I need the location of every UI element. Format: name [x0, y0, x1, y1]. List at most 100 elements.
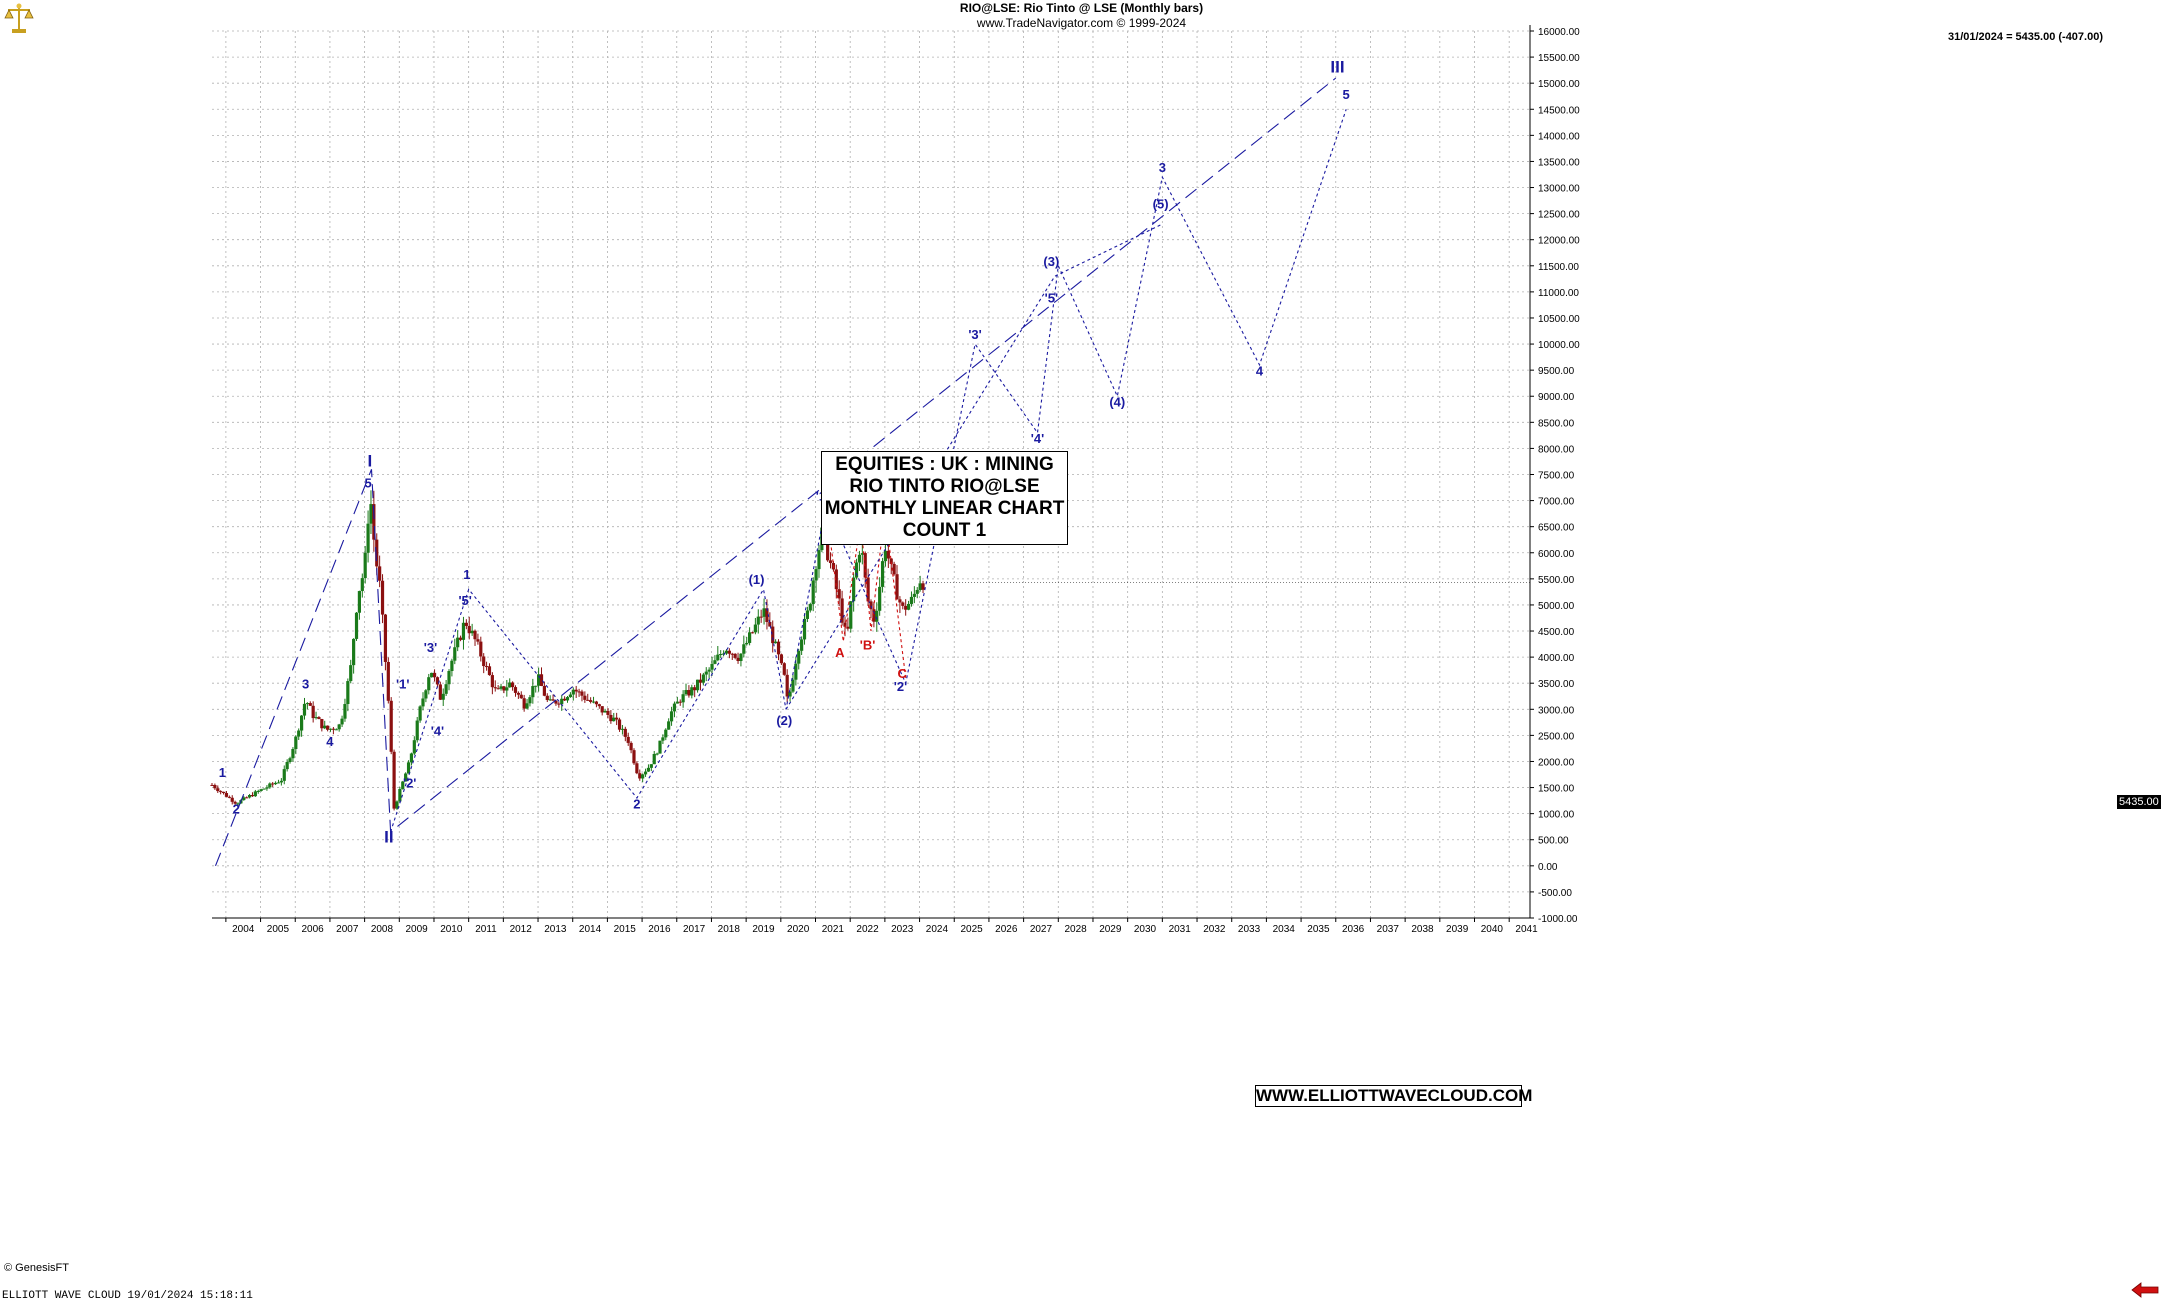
annotation-line-1: EQUITIES : UK : MINING: [835, 454, 1054, 475]
price-bar-body: [603, 710, 607, 713]
wave-label: '5': [1045, 290, 1058, 305]
x-tick-label: 2041: [1515, 924, 1538, 935]
price-bar-body: [314, 717, 318, 719]
y-tick-label: 4500.00: [1538, 627, 1575, 638]
price-bar-body: [742, 644, 746, 654]
price-bar-body: [276, 782, 281, 784]
price-bar-body: [843, 622, 847, 627]
x-tick-label: 2007: [336, 924, 359, 935]
x-tick-label: 2024: [926, 924, 949, 935]
price-bar-body: [646, 767, 651, 772]
price-bar-body: [852, 577, 856, 602]
price-bar-body: [615, 717, 619, 720]
price-bar-body: [302, 703, 307, 716]
y-tick-label: 500.00: [1538, 836, 1569, 847]
x-tick-label: 2038: [1411, 924, 1434, 935]
wave-label: '3': [968, 327, 981, 342]
price-bar-body: [672, 703, 677, 712]
price-bar-body: [467, 625, 471, 634]
price-bar-body: [681, 694, 685, 703]
x-tick-label: 2017: [683, 924, 706, 935]
price-bar-body: [704, 671, 708, 675]
y-tick-label: 3000.00: [1538, 705, 1575, 716]
price-bar-body: [317, 717, 321, 720]
x-tick-label: 2008: [371, 924, 394, 935]
price-bar-body: [291, 749, 295, 759]
price-bar-body: [776, 641, 781, 655]
price-bar-body: [343, 704, 347, 719]
price-bar-body: [837, 589, 841, 599]
price-bar-body: [464, 622, 468, 626]
x-tick-label: 2029: [1099, 924, 1122, 935]
price-bar-body: [476, 639, 480, 642]
price-bar-body: [360, 578, 364, 592]
x-tick-label: 2005: [267, 924, 290, 935]
x-tick-label: 2019: [752, 924, 775, 935]
price-bar-body: [268, 783, 272, 788]
x-tick-label: 2010: [440, 924, 463, 935]
price-bar-body: [857, 554, 862, 563]
price-bar-body: [597, 704, 601, 707]
price-bar-body: [912, 593, 916, 597]
y-tick-label: 5500.00: [1538, 575, 1575, 586]
wave-label: '2': [894, 679, 907, 694]
red-left-arrow-icon[interactable]: [2131, 1282, 2159, 1303]
annotation-line-3: MONTHLY LINEAR CHART: [824, 498, 1065, 519]
price-bar-body: [487, 666, 492, 676]
price-bar-body: [580, 691, 584, 696]
x-tick-label: 2016: [648, 924, 671, 935]
price-bar-body: [323, 725, 327, 729]
price-bar-body: [262, 788, 266, 790]
price-bar-body: [638, 773, 642, 779]
price-bar-body: [745, 642, 749, 645]
chart-title: RIO@LSE: Rio Tinto @ LSE (Monthly bars): [959, 1, 1204, 15]
x-tick-label: 2015: [614, 924, 637, 935]
price-bar-body: [435, 677, 440, 685]
price-bar-body: [788, 691, 792, 697]
price-bar-body: [508, 682, 512, 688]
wave-label: 'B': [860, 637, 876, 652]
wave-label: (5): [1153, 196, 1169, 211]
price-bar-body: [233, 801, 237, 804]
price-bar-body: [626, 736, 630, 743]
wave-label: III: [1330, 58, 1344, 77]
annotation-line-2: RIO TINTO RIO@LSE: [849, 476, 1040, 497]
wave-label: A: [835, 645, 845, 660]
price-bar-body: [354, 612, 359, 639]
price-bar-body: [878, 586, 882, 611]
price-bar-body: [297, 730, 301, 737]
wave-label: '4': [1031, 431, 1044, 446]
y-tick-label: 13500.00: [1538, 157, 1580, 168]
y-tick-label: -1000.00: [1538, 914, 1578, 925]
x-tick-label: 2027: [1030, 924, 1053, 935]
price-bar-body: [499, 686, 503, 689]
price-bar-body: [484, 666, 489, 668]
price-bar-body: [412, 740, 416, 754]
price-bar-body: [800, 639, 804, 651]
price-bar-body: [594, 701, 599, 705]
price-bar-body: [716, 654, 720, 661]
wave-label: 1: [219, 765, 226, 780]
price-bar-body: [727, 650, 731, 654]
price-bar-body: [655, 753, 659, 755]
price-bar-body: [765, 608, 769, 623]
price-bar-body: [915, 589, 919, 594]
price-bar-body: [701, 674, 705, 683]
price-bar-body: [380, 580, 385, 615]
price-bar-body: [600, 706, 604, 713]
price-bar-body: [326, 725, 330, 730]
price-bar-body: [768, 622, 772, 627]
price-bar-body: [456, 637, 460, 648]
price-bar-body: [551, 699, 555, 701]
price-bar-body: [519, 694, 523, 699]
price-bar-body: [219, 791, 223, 793]
price-bar-body: [444, 684, 448, 694]
price-bar-body: [328, 728, 333, 730]
price-bar-body: [438, 684, 442, 700]
price-bar-body: [826, 532, 830, 561]
y-tick-label: 16000.00: [1538, 27, 1580, 38]
price-bar-body: [557, 703, 561, 705]
x-tick-label: 2014: [579, 924, 602, 935]
price-bar-body: [311, 705, 315, 719]
wave-label: 1: [463, 567, 470, 582]
